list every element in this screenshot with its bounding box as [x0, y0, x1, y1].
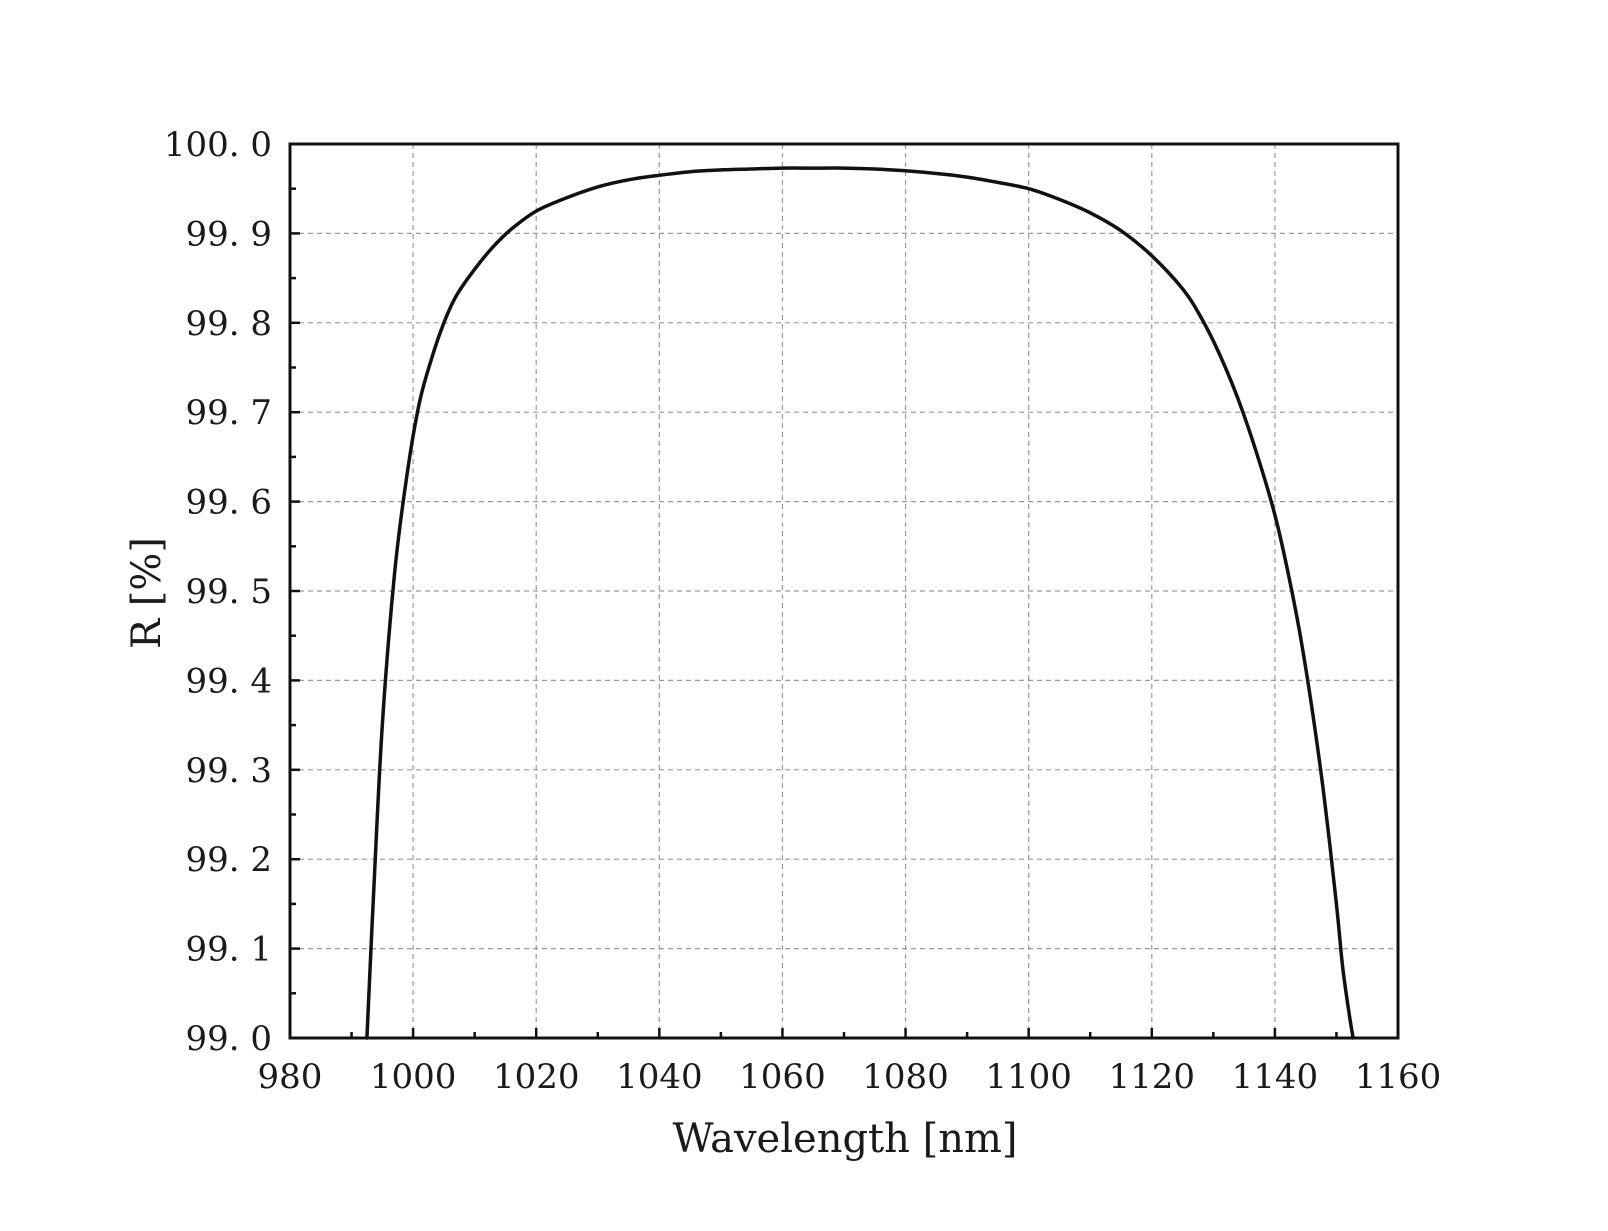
- y-tick-label: 99. 0: [185, 1019, 272, 1059]
- x-tick-label: 1060: [739, 1057, 826, 1097]
- x-tick-label: 1040: [616, 1057, 703, 1097]
- x-tick-label: 1080: [862, 1057, 949, 1097]
- series-layer: [365, 166, 1355, 1040]
- x-tick-label: 1140: [1232, 1057, 1319, 1097]
- y-tick-label: 99. 8: [185, 304, 272, 344]
- y-tick-label: 99. 7: [185, 393, 272, 433]
- x-tick-label: 1160: [1355, 1057, 1442, 1097]
- reflectance-curve: [365, 166, 1355, 1040]
- y-tick-label: 99. 2: [185, 840, 272, 880]
- y-tick-label: 99. 5: [185, 572, 272, 612]
- y-tick-label: 99. 6: [185, 483, 272, 523]
- grid: [290, 144, 1398, 1038]
- y-tick-label: 100. 0: [164, 125, 272, 165]
- tick-labels: 980 1000 1020 1040 1060 1080 1100 1120 1140 1160 9…: [164, 125, 1441, 1097]
- y-axis-title: R [%]: [124, 537, 170, 649]
- y-tick-label: 99. 1: [185, 930, 272, 970]
- y-tick-label: 99. 9: [185, 214, 272, 254]
- x-axis-title: Wavelength [nm]: [672, 1116, 1017, 1162]
- x-tick-label: 1020: [493, 1057, 580, 1097]
- y-tick-label: 99. 4: [185, 661, 272, 701]
- x-tick-label: 1120: [1109, 1057, 1196, 1097]
- x-tick-label: 1100: [985, 1057, 1072, 1097]
- x-tick-label: 980: [258, 1057, 323, 1097]
- y-tick-label: 99. 3: [185, 751, 272, 791]
- ticks: [288, 142, 1400, 1040]
- x-tick-label: 1000: [370, 1057, 457, 1097]
